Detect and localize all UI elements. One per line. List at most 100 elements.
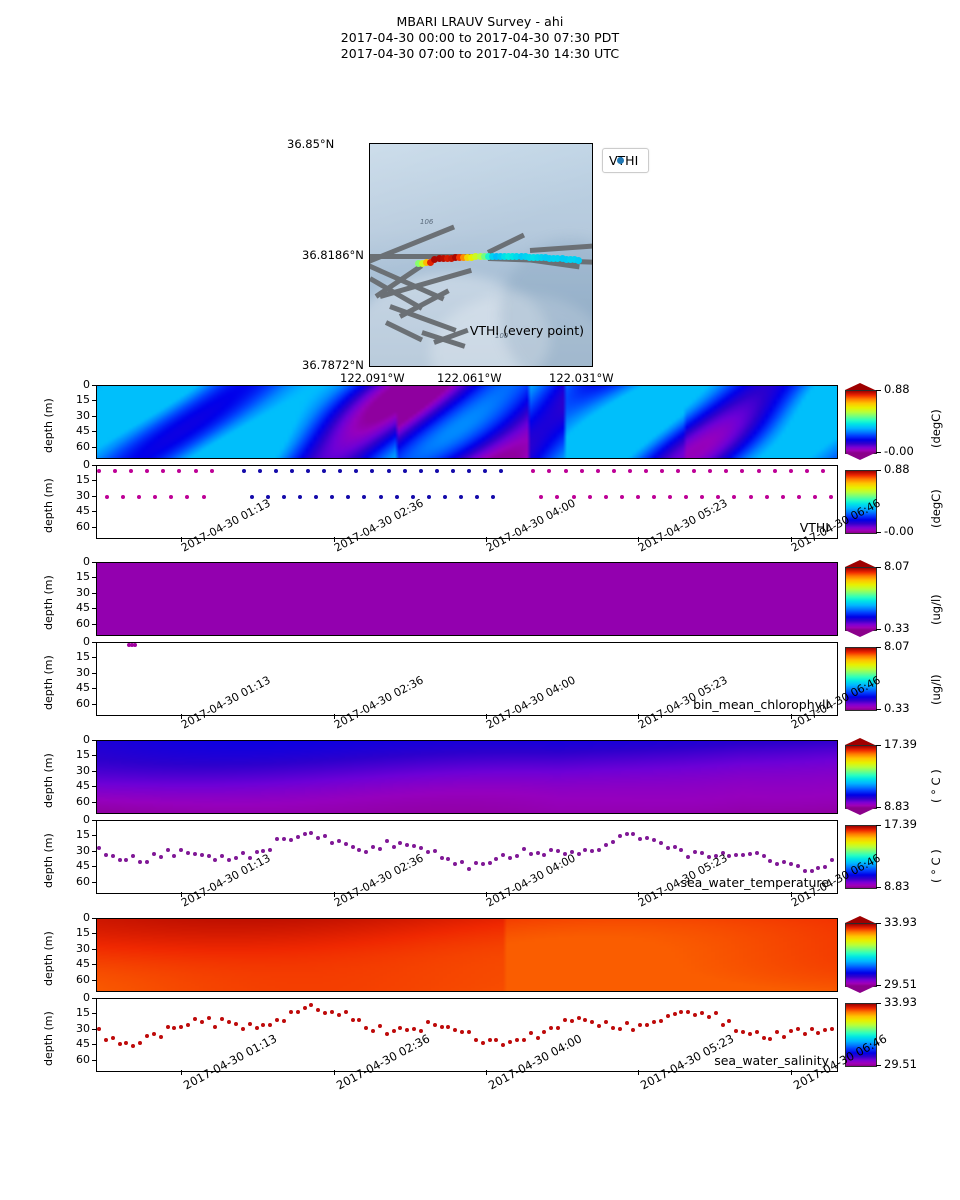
time-tick-mark <box>485 714 487 719</box>
title-line-2: 2017-04-30 00:00 to 2017-04-30 07:30 PDT <box>340 30 620 45</box>
scatter-panel-VTHI[interactable]: VTHI <box>96 465 838 539</box>
plot-title: MBARI LRAUV Survey - ahi 2017-04-30 00:0… <box>0 14 960 62</box>
scatter-point <box>282 837 286 842</box>
scatter-point <box>741 1029 746 1034</box>
scatter-point <box>761 854 766 859</box>
depth-tick-mark <box>92 688 96 690</box>
scatter-point <box>254 1026 259 1031</box>
scatter-point <box>309 830 314 835</box>
scatter-panel-sea_water_temperature[interactable]: sea_water_temperature <box>96 820 838 894</box>
scatter-point <box>432 1022 437 1027</box>
scatter-point <box>788 469 793 474</box>
colorbar <box>845 470 877 534</box>
colorbar-unit-label: ( ° C ) <box>929 769 943 803</box>
depth-tick-mark <box>92 480 96 482</box>
scatter-point <box>426 494 431 499</box>
contour-panel-VTHI[interactable] <box>96 385 838 459</box>
scatter-point <box>391 1028 396 1033</box>
survey-map[interactable]: 106 100 VTHI (every point) <box>369 143 593 367</box>
colorbar <box>845 647 877 711</box>
scatter-point <box>442 494 447 499</box>
scatter-point <box>103 853 108 858</box>
colorbar-min-label: 0.33 <box>884 701 910 715</box>
scatter-point <box>273 469 278 474</box>
map-track-point <box>533 253 541 261</box>
scatter-point <box>782 1035 787 1040</box>
scatter-point <box>679 848 684 853</box>
scatter-panel-sea_water_salinity[interactable]: sea_water_salinity <box>96 998 838 1072</box>
map-track-point <box>529 253 537 261</box>
scatter-point <box>665 1014 670 1019</box>
scatter-point <box>542 1030 547 1035</box>
scatter-point <box>528 851 533 856</box>
scatter-point <box>386 469 391 474</box>
scatter-point <box>576 1015 581 1020</box>
scatter-point <box>206 1016 211 1021</box>
depth-tick-mark <box>92 866 96 868</box>
depth-tick-label: 60 <box>76 1052 90 1066</box>
scatter-point <box>434 469 439 474</box>
depth-tick-mark <box>92 657 96 659</box>
scatter-point <box>220 1017 225 1022</box>
colorbar-unit-label: (ug/l) <box>929 594 943 625</box>
scatter-point <box>617 1027 622 1032</box>
scatter-point <box>740 469 745 474</box>
scatter-point <box>412 1027 417 1032</box>
scatter-point <box>371 1028 376 1033</box>
scatter-point <box>394 494 399 499</box>
colorbar-max-label: 8.07 <box>884 639 910 653</box>
scatter-point <box>103 1038 108 1043</box>
map-track-point <box>492 253 500 260</box>
map-track-segment <box>370 254 486 259</box>
contour-panel-bin_mean_chlorophyll[interactable] <box>96 562 838 636</box>
scatter-point <box>583 1018 588 1023</box>
scatter-point <box>132 643 137 648</box>
map-track-point <box>538 254 545 262</box>
colorbar-over-arrow <box>845 738 875 745</box>
scatter-point <box>508 1039 513 1044</box>
scatter-point <box>483 469 488 474</box>
map-track-point <box>570 256 578 264</box>
scatter-point <box>699 850 704 855</box>
time-tick-mark <box>485 537 487 542</box>
colorbar-tick-mark <box>876 647 881 648</box>
colorbar-tick-mark <box>876 807 881 808</box>
scatter-point <box>97 469 101 474</box>
scatter-point <box>473 1037 478 1042</box>
time-tick-mark <box>181 537 183 542</box>
depth-tick-mark <box>92 577 96 579</box>
scatter-point <box>265 494 270 499</box>
scatter-point <box>780 494 785 499</box>
map-track-point <box>468 253 476 261</box>
scatter-point <box>535 850 540 855</box>
scatter-point <box>323 1011 328 1016</box>
scatter-point <box>254 850 259 855</box>
depth-tick-mark <box>92 623 96 625</box>
contour-panel-sea_water_temperature[interactable] <box>96 740 838 814</box>
depth-contour-106: 106 <box>420 218 434 226</box>
scatter-point <box>775 861 780 866</box>
contour-panel-sea_water_salinity[interactable] <box>96 918 838 992</box>
scatter-point <box>713 854 718 859</box>
scatter-point <box>603 494 608 499</box>
scatter-point <box>562 852 567 856</box>
map-track-point <box>513 253 521 261</box>
scatter-point <box>514 854 519 859</box>
map-track-point <box>550 254 558 262</box>
depth-tick-label: 45 <box>76 1037 90 1051</box>
time-tick-mark <box>638 714 640 719</box>
scatter-point <box>295 1010 300 1015</box>
scatter-panel-bin_mean_chlorophyll[interactable]: bin_mean_chlorophyll <box>96 642 838 716</box>
depth-tick-label: 30 <box>76 1021 90 1035</box>
colorbar-tick-mark <box>876 629 881 630</box>
scatter-point <box>595 469 600 474</box>
depth-tick-label: 0 <box>83 733 90 746</box>
depth-axis-label: depth (m) <box>42 833 55 888</box>
map-legend[interactable]: VTHI <box>602 148 650 173</box>
scatter-point <box>631 1028 636 1033</box>
scatter-point <box>643 469 648 474</box>
scatter-point <box>624 1020 629 1025</box>
scatter-point <box>206 853 211 858</box>
colorbar-min-label: 0.33 <box>884 621 910 635</box>
scatter-point <box>789 861 794 866</box>
